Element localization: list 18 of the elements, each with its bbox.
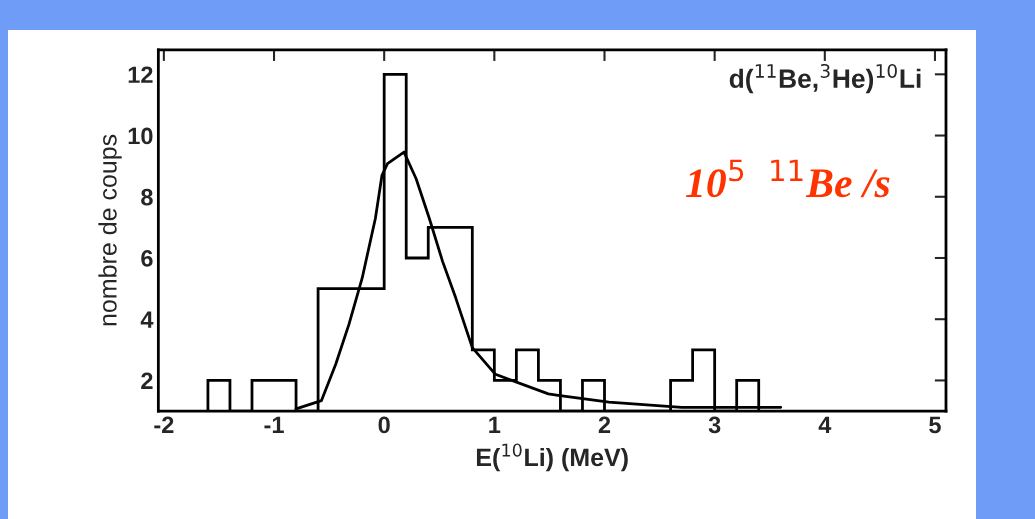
x-tick-label: 5 bbox=[929, 416, 941, 434]
y-tick-label: 8 bbox=[141, 188, 153, 206]
x-tick-label: 2 bbox=[598, 416, 611, 434]
x-tick-label: 1 bbox=[489, 416, 501, 434]
x-axis-title: E($^{10}$Li) (MeV) bbox=[476, 443, 628, 472]
annotation: 10$^{5 11}$Be /s bbox=[686, 159, 890, 198]
annotation: d($^{11}$Be,$^{3}$He)$^{10}$Li bbox=[729, 63, 921, 94]
x-tick-label: 0 bbox=[378, 416, 390, 434]
x-tick-label: 3 bbox=[708, 416, 721, 434]
x-tick-label: 4 bbox=[818, 416, 832, 434]
y-axis-title: nombre de coups bbox=[98, 134, 122, 326]
y-tick-label: 6 bbox=[141, 250, 153, 267]
y-tick-label: 12 bbox=[128, 66, 153, 83]
y-tick-label: 2 bbox=[141, 372, 153, 389]
x-tick-label: -2 bbox=[154, 416, 174, 434]
x-tick-label: -1 bbox=[264, 416, 284, 434]
y-tick-label: 10 bbox=[128, 127, 153, 145]
y-tick-label: 4 bbox=[140, 311, 154, 328]
